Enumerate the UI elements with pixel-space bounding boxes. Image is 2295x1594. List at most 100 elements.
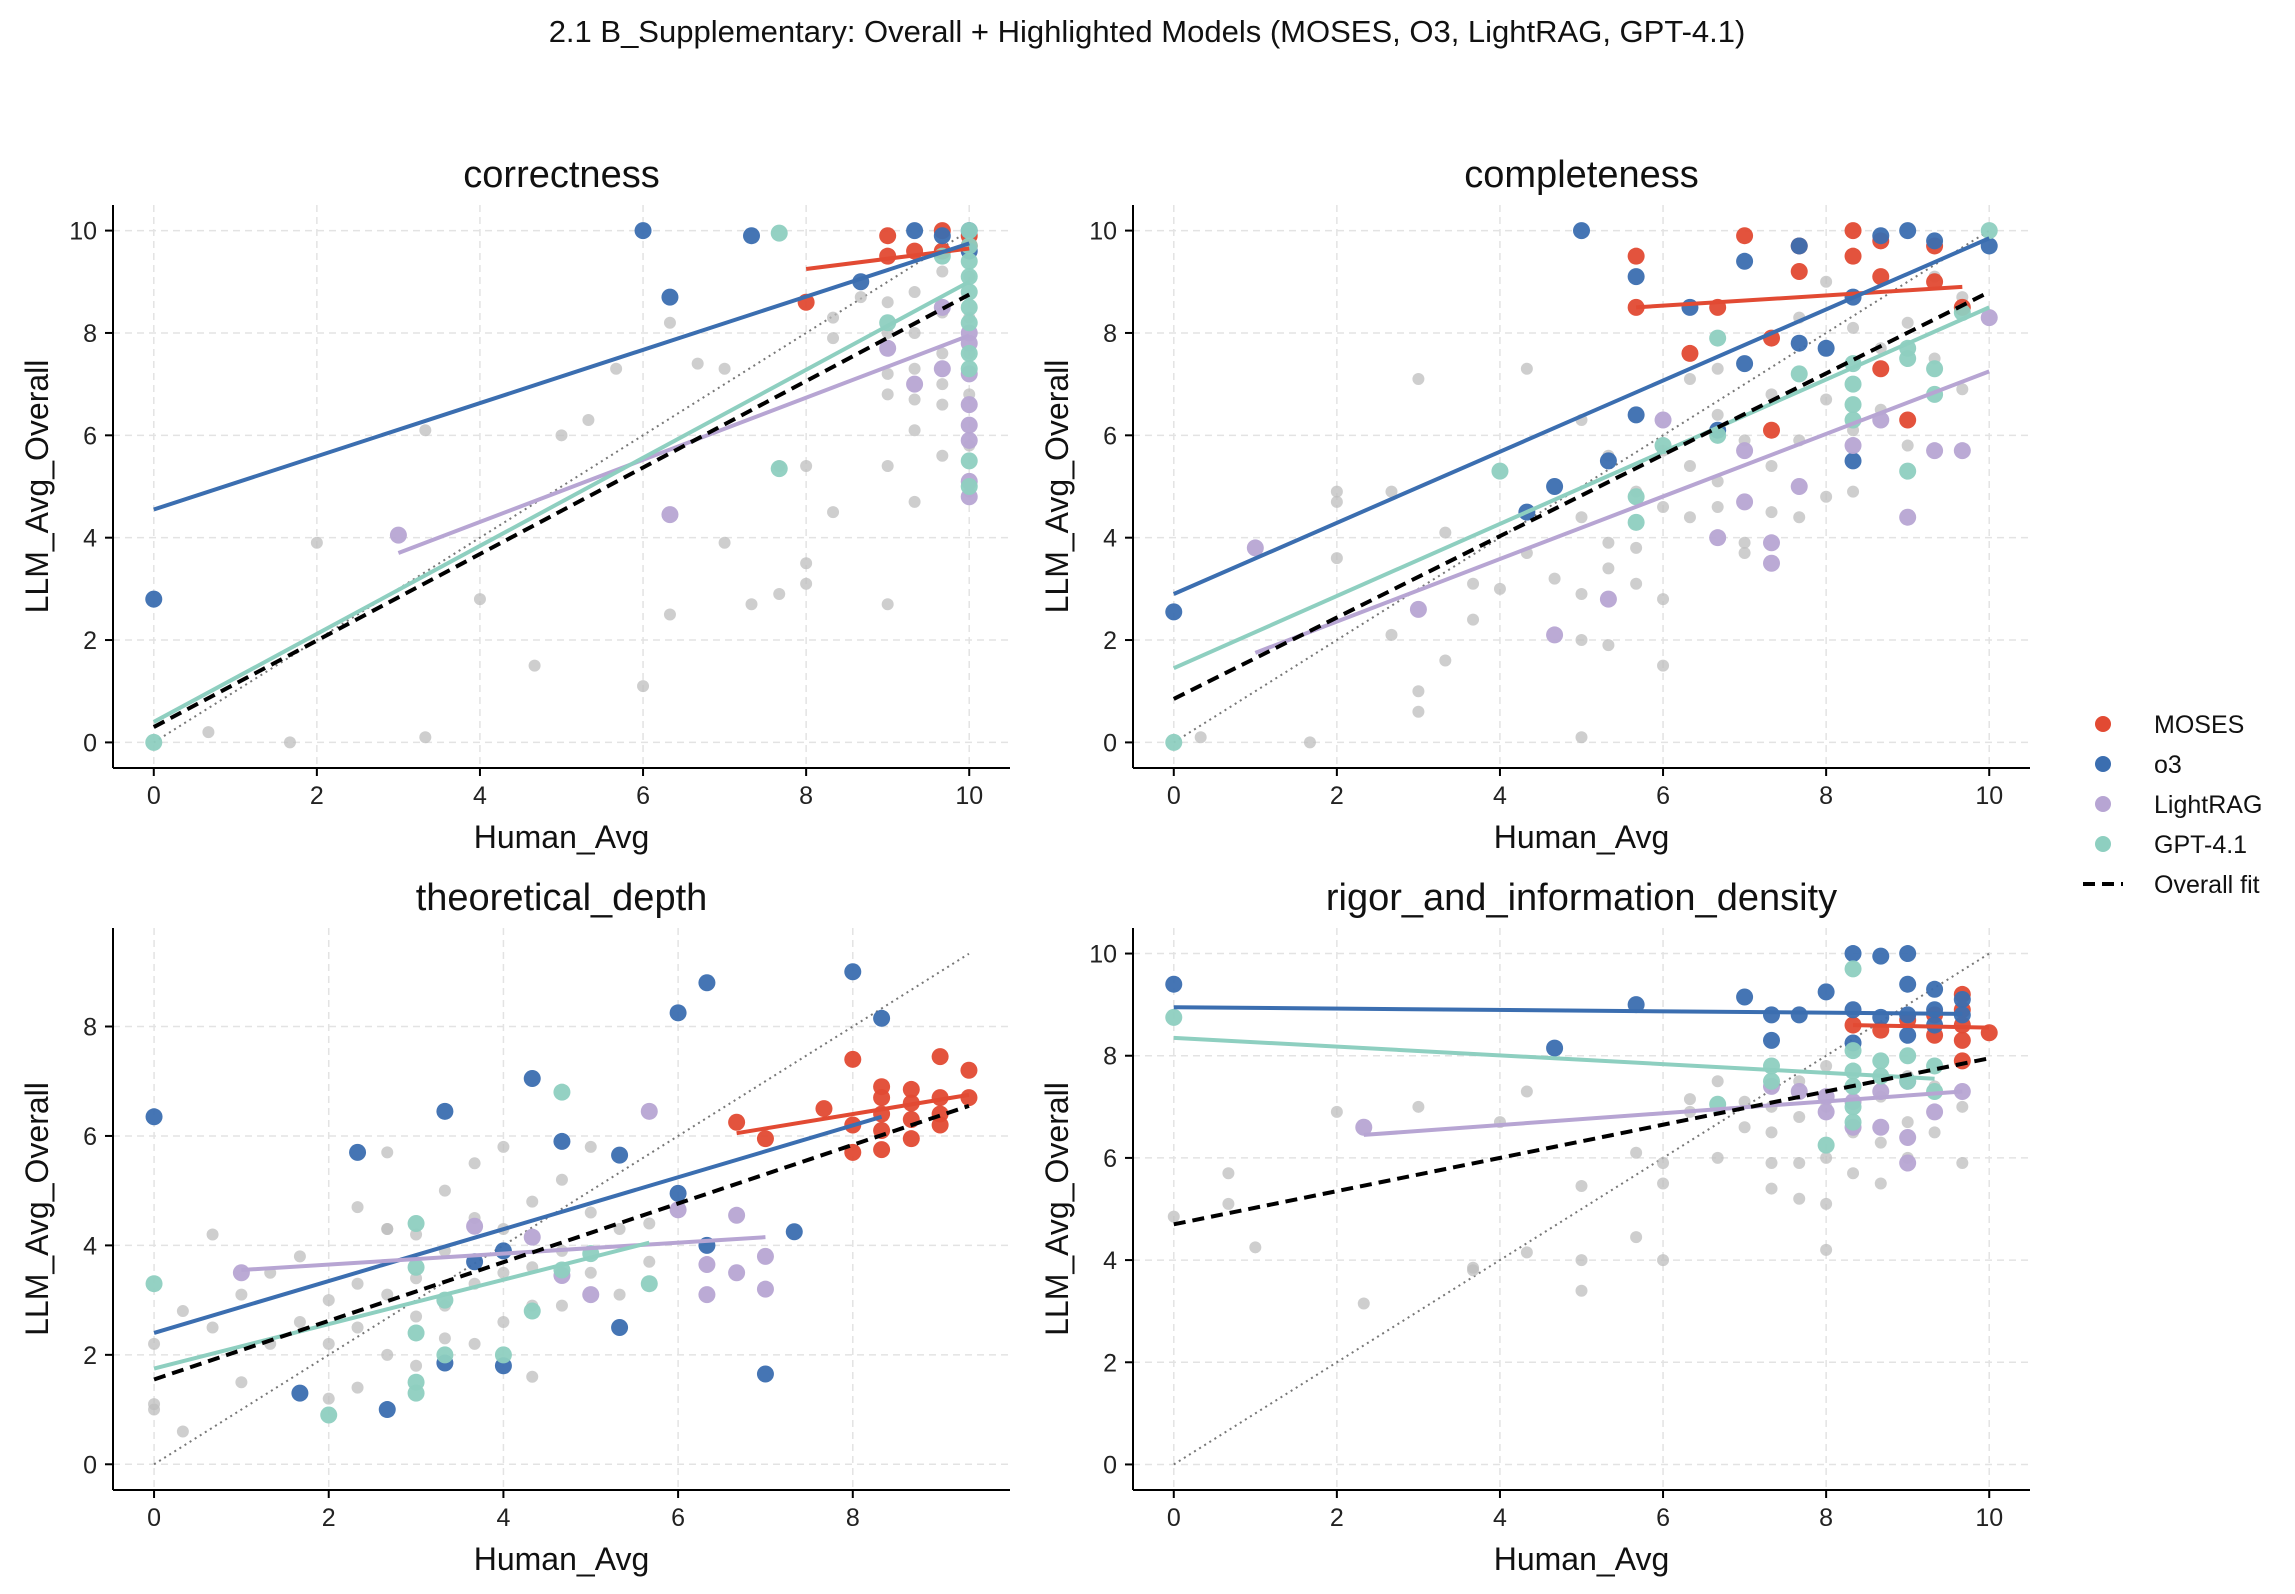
overall-point xyxy=(1683,511,1696,524)
overall-point xyxy=(1847,1167,1860,1180)
point-o3 xyxy=(1573,222,1590,240)
y-tick-label: 4 xyxy=(83,1232,97,1260)
point-MOSES xyxy=(1681,344,1699,362)
overall-point xyxy=(1847,485,1860,498)
point-GPT-4.1 xyxy=(960,252,978,270)
point-o3 xyxy=(1844,945,1862,963)
point-LightRAG xyxy=(1736,493,1754,511)
point-GPT-4.1 xyxy=(1844,960,1862,978)
point-MOSES xyxy=(1926,273,1944,291)
x-tick-label: 10 xyxy=(1975,782,2003,810)
point-GPT-4.1 xyxy=(960,360,978,378)
point-o3 xyxy=(1790,237,1808,255)
series-MOSES xyxy=(1627,222,1971,439)
x-tick-label: 8 xyxy=(799,782,813,810)
overall-point xyxy=(1874,1177,1887,1190)
figure-suptitle: 2.1 B_Supplementary: Overall + Highlight… xyxy=(549,14,1746,49)
overall-point xyxy=(1439,654,1452,667)
overall-point xyxy=(1901,316,1914,329)
overall-point xyxy=(351,1201,364,1214)
overall-fit-line xyxy=(1173,1056,1990,1227)
fit-line-MOSES xyxy=(1636,284,1963,310)
x-tick-label: 0 xyxy=(1167,782,1181,810)
overall-point xyxy=(1602,536,1615,549)
legend-marker xyxy=(2095,836,2111,852)
subplot-completeness: 0 2 4 6 8 10 0 2 4 6 8 10 completeness Human_Avg LLM_A… xyxy=(1039,154,2030,855)
y-tick-label: 2 xyxy=(83,1342,97,1370)
overall-point xyxy=(1765,1126,1778,1139)
y-tick-label: 6 xyxy=(1103,1145,1117,1173)
y-tick-label: 0 xyxy=(1103,1451,1117,1479)
point-o3 xyxy=(1899,975,1917,993)
point-GPT-4.1 xyxy=(1165,733,1183,751)
overall-point xyxy=(1575,1284,1588,1297)
point-LightRAG xyxy=(1763,554,1781,572)
plot-area xyxy=(145,952,978,1466)
overall-point xyxy=(1222,1197,1235,1210)
point-LightRAG xyxy=(960,431,978,449)
point-LightRAG xyxy=(582,1286,600,1304)
overall-point xyxy=(1330,495,1343,508)
point-LightRAG xyxy=(1872,1118,1890,1136)
overall-point xyxy=(1711,1075,1724,1088)
overall-point xyxy=(1630,1146,1643,1159)
overall-point xyxy=(691,357,704,370)
point-LightRAG xyxy=(1599,590,1617,608)
y-tick-label: 10 xyxy=(1089,941,1117,969)
y-tick-label: 6 xyxy=(83,422,97,450)
point-GPT-4.1 xyxy=(407,1215,425,1233)
point-o3 xyxy=(1872,227,1890,245)
overall-point xyxy=(908,286,921,299)
point-MOSES xyxy=(879,227,897,245)
y-tick-label: 2 xyxy=(1103,1349,1117,1377)
point-GPT-4.1 xyxy=(1844,375,1862,393)
point-GPT-4.1 xyxy=(407,1258,425,1276)
point-o3 xyxy=(1790,1006,1808,1024)
point-LightRAG xyxy=(1736,442,1754,460)
grid xyxy=(113,205,1010,768)
point-GPT-4.1 xyxy=(960,344,978,362)
overall-point xyxy=(881,367,894,380)
overall-point xyxy=(497,1316,510,1329)
point-o3 xyxy=(494,1242,512,1260)
point-MOSES xyxy=(960,1089,978,1107)
point-MOSES xyxy=(960,1061,978,1079)
point-o3 xyxy=(1844,452,1862,470)
point-o3 xyxy=(611,1146,629,1164)
point-o3 xyxy=(1953,991,1971,1009)
point-LightRAG xyxy=(669,1201,687,1219)
overall-point xyxy=(1901,439,1914,452)
point-GPT-4.1 xyxy=(1627,513,1645,531)
legend-item-o3: o3 xyxy=(2095,751,2182,779)
overall-point xyxy=(1575,1254,1588,1267)
point-o3 xyxy=(1953,1006,1971,1024)
point-LightRAG xyxy=(960,396,978,414)
point-o3 xyxy=(1817,983,1835,1001)
point-GPT-4.1 xyxy=(1763,1072,1781,1090)
x-tick-label: 0 xyxy=(147,1504,161,1532)
subplot-grid: 0 2 4 6 8 10 0 2 4 6 8 10 correctness Human_Avg LLM_Av… xyxy=(19,154,2030,1577)
overall-point xyxy=(745,598,758,611)
point-LightRAG xyxy=(232,1264,250,1282)
point-o3 xyxy=(291,1384,309,1402)
overall-point xyxy=(1330,485,1343,498)
overall-point xyxy=(1167,1210,1180,1223)
overall-point xyxy=(1630,577,1643,590)
point-o3 xyxy=(669,1004,687,1022)
y-axis-label: LLM_Avg_Overall xyxy=(1039,360,1075,614)
overall-point xyxy=(643,1217,656,1230)
overall-point xyxy=(1711,500,1724,513)
legend-marker xyxy=(2095,796,2111,812)
fit-line-MOSES xyxy=(736,1092,970,1136)
point-LightRAG xyxy=(1763,534,1781,552)
legend-item-LightRAG: LightRAG xyxy=(2095,791,2262,819)
fit-line-LightRAG xyxy=(1254,369,1990,655)
overall-point xyxy=(293,1316,306,1329)
x-tick-label: 2 xyxy=(1330,1504,1344,1532)
x-tick-label: 2 xyxy=(1330,782,1344,810)
point-LightRAG xyxy=(1246,539,1264,557)
fit-line-GPT-4.1 xyxy=(152,280,971,724)
point-MOSES xyxy=(844,1050,862,1068)
overall-point xyxy=(1820,1151,1833,1164)
overall-point xyxy=(468,1157,481,1170)
